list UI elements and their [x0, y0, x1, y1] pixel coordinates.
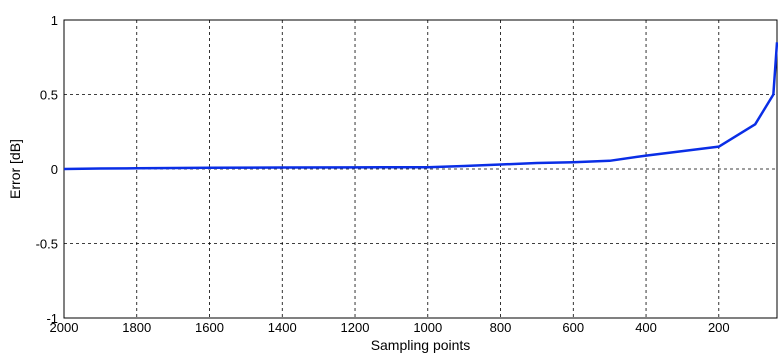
x-tick-label: 1200	[341, 320, 370, 335]
axis-ticks: 2000 1800 1600 1400 1200 1000 800 600 400 200 -1 -0…	[36, 13, 730, 335]
series-line	[63, 42, 778, 171]
y-axis-label: Error [dB]	[7, 139, 23, 199]
y-tick-label: 0	[51, 162, 58, 177]
y-tick-label: -1	[46, 311, 58, 326]
x-tick-label: 1600	[195, 320, 224, 335]
x-tick-label: 1800	[122, 320, 151, 335]
x-tick-label: 800	[490, 320, 512, 335]
x-axis-label: Sampling points	[371, 337, 471, 353]
series-layer	[63, 42, 778, 171]
y-tick-label: 1	[51, 13, 58, 28]
x-tick-label: 400	[635, 320, 657, 335]
y-tick-label: -0.5	[36, 237, 58, 252]
grid	[64, 20, 777, 318]
x-tick-label: 200	[708, 320, 730, 335]
x-tick-label: 1400	[268, 320, 297, 335]
x-tick-label: 600	[562, 320, 584, 335]
x-tick-label: 2000	[50, 320, 79, 335]
x-tick-label: 1000	[413, 320, 442, 335]
y-tick-label: 0.5	[40, 88, 58, 103]
